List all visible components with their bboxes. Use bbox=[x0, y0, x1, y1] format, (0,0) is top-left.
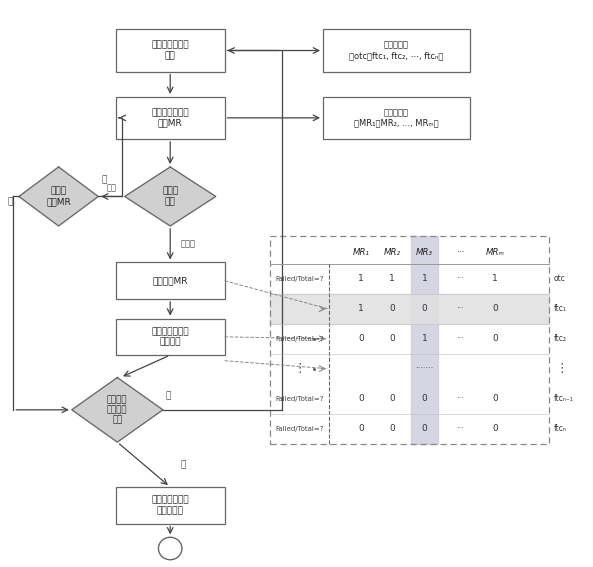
Text: 遍历完所
有的测试
用例: 遍历完所 有的测试 用例 bbox=[107, 395, 127, 425]
FancyBboxPatch shape bbox=[116, 97, 225, 139]
Bar bbox=[270, 294, 549, 324]
Text: 遍历完
所有MR: 遍历完 所有MR bbox=[46, 187, 71, 206]
Text: 1: 1 bbox=[492, 274, 498, 284]
Text: 0: 0 bbox=[422, 304, 428, 313]
Text: ⋮: ⋮ bbox=[293, 362, 305, 375]
Text: 测试用例集
（otc，ftc₁, ftc₂, ⋯, ftcₙ）: 测试用例集 （otc，ftc₁, ftc₂, ⋯, ftcₙ） bbox=[349, 41, 444, 60]
Text: Failed/Total=?: Failed/Total=? bbox=[275, 336, 324, 342]
Text: MR₃: MR₃ bbox=[416, 248, 433, 257]
Text: ⋮: ⋮ bbox=[555, 362, 568, 375]
FancyBboxPatch shape bbox=[116, 487, 225, 523]
Text: 0: 0 bbox=[492, 424, 498, 433]
Text: MRₘ: MRₘ bbox=[486, 248, 505, 257]
FancyBboxPatch shape bbox=[116, 263, 225, 299]
Text: 计算当前测试用
例可痑度: 计算当前测试用 例可痑度 bbox=[151, 327, 189, 346]
Text: Failed/Total=?: Failed/Total=? bbox=[275, 276, 324, 282]
Text: MR₁: MR₁ bbox=[353, 248, 369, 257]
Text: ···: ··· bbox=[456, 304, 464, 313]
Text: 蜗变关系集
（MR₁，MR₂, ..., MRₘ）: 蜗变关系集 （MR₁，MR₂, ..., MRₘ） bbox=[354, 108, 439, 128]
FancyBboxPatch shape bbox=[323, 97, 470, 139]
Text: 0: 0 bbox=[492, 304, 498, 313]
Text: ···: ··· bbox=[456, 424, 464, 433]
Text: 0: 0 bbox=[422, 394, 428, 403]
Text: Failed/Total=?: Failed/Total=? bbox=[275, 396, 324, 401]
Text: 0: 0 bbox=[358, 424, 364, 433]
Text: 不满足: 不满足 bbox=[181, 240, 196, 249]
FancyBboxPatch shape bbox=[116, 29, 225, 71]
Text: ···: ··· bbox=[456, 274, 464, 284]
Text: ftcₙ₋₁: ftcₙ₋₁ bbox=[554, 394, 573, 403]
Circle shape bbox=[158, 538, 182, 560]
Text: 0: 0 bbox=[492, 394, 498, 403]
Text: otc: otc bbox=[554, 274, 566, 284]
Text: 1: 1 bbox=[358, 304, 364, 313]
Text: ftc₂: ftc₂ bbox=[554, 334, 567, 343]
Polygon shape bbox=[19, 167, 98, 226]
Text: 0: 0 bbox=[390, 334, 395, 343]
Text: ·······: ······· bbox=[415, 364, 433, 373]
Text: 否: 否 bbox=[101, 175, 107, 184]
Text: 0: 0 bbox=[390, 424, 395, 433]
Bar bbox=[411, 236, 438, 443]
Text: 选择下一个蜗变
关系MR: 选择下一个蜗变 关系MR bbox=[151, 108, 189, 128]
Text: 1: 1 bbox=[358, 274, 364, 284]
Text: 1: 1 bbox=[422, 334, 428, 343]
Text: 0: 0 bbox=[390, 304, 395, 313]
Text: Failed/Total=?: Failed/Total=? bbox=[275, 426, 324, 431]
Text: 记录当前MR: 记录当前MR bbox=[152, 276, 188, 285]
Text: 1: 1 bbox=[422, 274, 428, 284]
Polygon shape bbox=[72, 378, 163, 442]
Text: MR₂: MR₂ bbox=[384, 248, 401, 257]
Text: ftcₙ: ftcₙ bbox=[554, 424, 567, 433]
Text: 是: 是 bbox=[8, 197, 13, 206]
Text: 是: 是 bbox=[181, 460, 186, 469]
Text: ···: ··· bbox=[455, 248, 464, 257]
Text: ···: ··· bbox=[456, 334, 464, 343]
Text: 选择下一个测试
用例: 选择下一个测试 用例 bbox=[151, 41, 189, 60]
Text: 0: 0 bbox=[390, 394, 395, 403]
Text: 满足: 满足 bbox=[107, 183, 116, 192]
Polygon shape bbox=[125, 167, 216, 226]
Text: 1: 1 bbox=[390, 274, 395, 284]
Text: 是否满
足？: 是否满 足？ bbox=[162, 187, 178, 206]
Text: 0: 0 bbox=[358, 334, 364, 343]
Text: ···: ··· bbox=[456, 394, 464, 403]
FancyBboxPatch shape bbox=[116, 319, 225, 355]
Text: 0: 0 bbox=[422, 424, 428, 433]
Text: 选择可痑度最大
的测试用例: 选择可痑度最大 的测试用例 bbox=[151, 496, 189, 515]
Text: 0: 0 bbox=[358, 394, 364, 403]
FancyBboxPatch shape bbox=[323, 29, 470, 71]
Text: ftc₁: ftc₁ bbox=[554, 304, 567, 313]
Text: 否: 否 bbox=[166, 391, 171, 400]
Text: 0: 0 bbox=[492, 334, 498, 343]
